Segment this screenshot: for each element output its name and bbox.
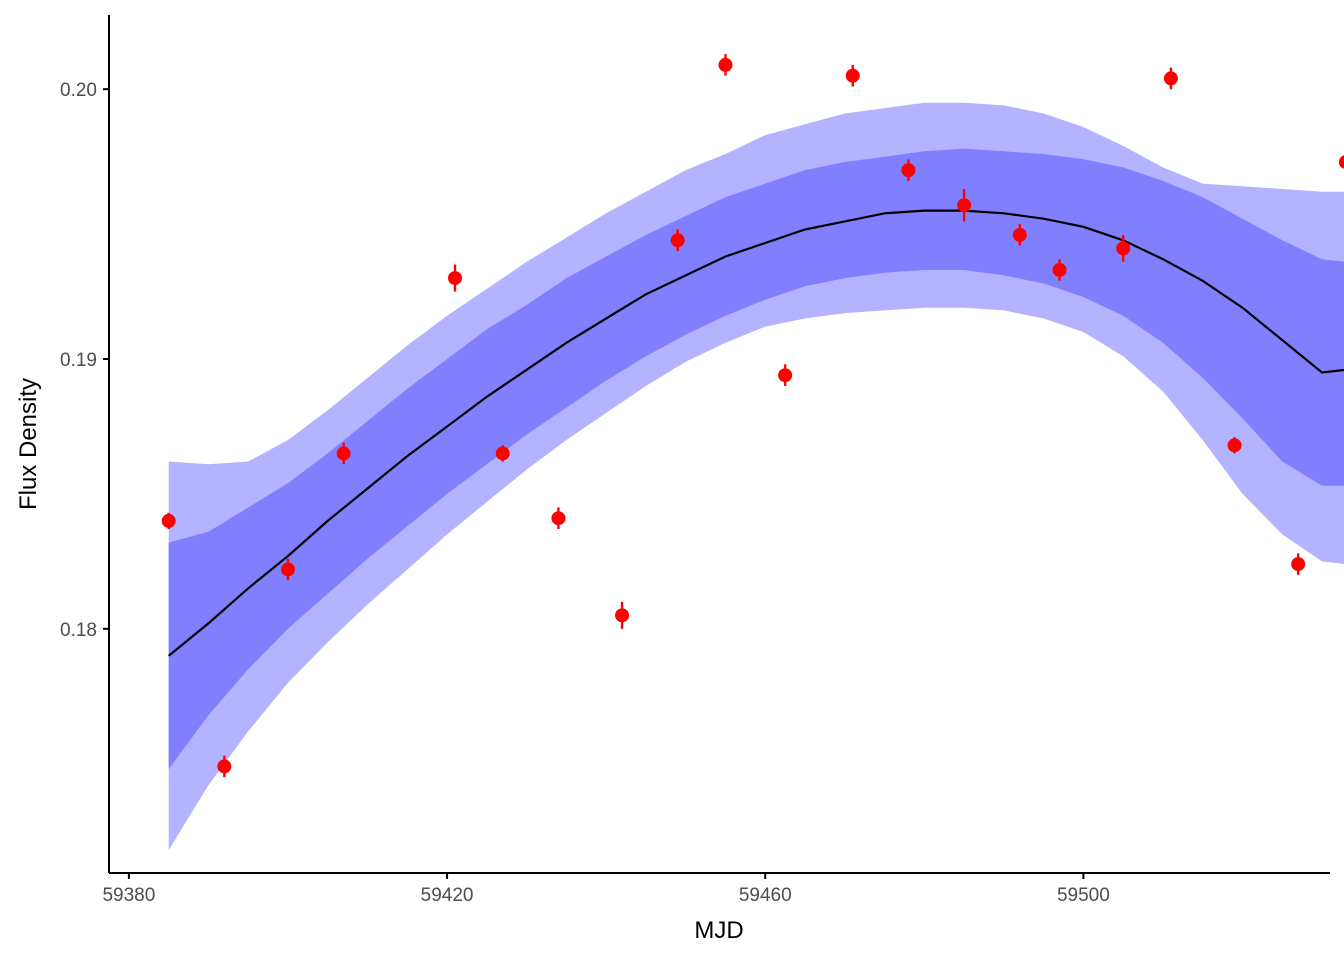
- data-point: [1052, 259, 1067, 281]
- y-axis-title: Flux Density: [15, 378, 42, 510]
- data-point-marker: [901, 163, 916, 178]
- data-point: [670, 229, 685, 252]
- data-point: [901, 159, 916, 181]
- data-point: [615, 601, 630, 629]
- data-point-marker: [1163, 71, 1178, 86]
- data-point-marker: [336, 446, 351, 461]
- data-point: [280, 558, 295, 581]
- x-axis-ticks: 59380 59420 59460 59500: [102, 873, 1110, 906]
- y-tick-label: 0.18: [60, 620, 97, 641]
- data-point: [495, 445, 510, 462]
- data-point-marker: [1116, 241, 1131, 256]
- data-point-marker: [957, 198, 972, 213]
- data-point: [1116, 234, 1131, 262]
- data-point-marker: [1338, 155, 1344, 169]
- y-tick-label: 0.19: [60, 350, 97, 371]
- data-point-marker: [1012, 227, 1027, 242]
- data-point: [161, 512, 176, 529]
- data-point-marker: [280, 562, 295, 577]
- data-point-marker: [495, 446, 510, 461]
- data-point-marker: [161, 513, 176, 528]
- x-tick-label: 59420: [421, 885, 474, 906]
- data-point-marker: [217, 759, 232, 774]
- data-point-marker: [670, 233, 685, 248]
- data-point-marker: [1227, 438, 1242, 453]
- data-point-marker: [1291, 557, 1306, 572]
- data-point-marker: [551, 511, 566, 526]
- data-point: [217, 755, 232, 778]
- axes: [108, 15, 1330, 874]
- observations: [161, 54, 1344, 778]
- x-tick-label: 59460: [739, 885, 792, 906]
- data-point-marker: [1052, 262, 1067, 277]
- data-point-marker: [845, 68, 860, 83]
- y-tick-label: 0.20: [60, 80, 97, 101]
- data-point-marker: [718, 57, 733, 72]
- data-point: [1163, 67, 1178, 90]
- y-axis-ticks: 0.18 0.19 0.20: [60, 80, 109, 641]
- model-median-line: [168, 209, 1344, 657]
- outer-credible-band: [168, 102, 1344, 851]
- x-tick-label: 59380: [102, 885, 155, 906]
- data-point-marker: [778, 368, 793, 383]
- data-point: [718, 54, 733, 76]
- data-point: [778, 364, 793, 386]
- data-point: [336, 442, 351, 465]
- data-point: [845, 64, 860, 87]
- data-point: [1338, 155, 1344, 169]
- data-point-marker: [448, 271, 463, 286]
- data-point: [448, 264, 463, 292]
- data-point: [551, 507, 566, 529]
- data-point-marker: [615, 608, 630, 623]
- data-point: [1291, 553, 1306, 575]
- data-point: [957, 189, 972, 222]
- data-point: [1227, 437, 1242, 454]
- data-point: [1012, 224, 1027, 246]
- x-tick-label: 59500: [1057, 885, 1110, 906]
- x-axis-title: MJD: [694, 917, 743, 944]
